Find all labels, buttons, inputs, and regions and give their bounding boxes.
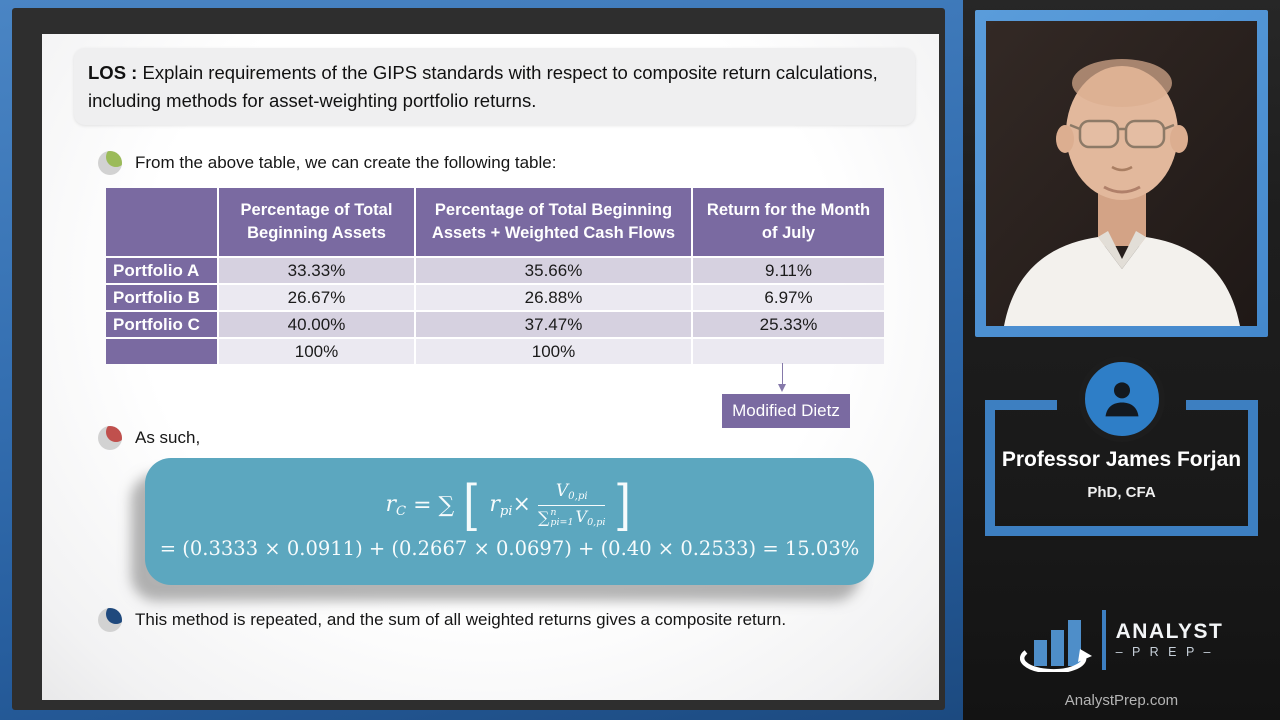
composite-return-formula: rC = ∑ [ rpi× V0,pi ∑ n pi=1 V0,pi — [145, 458, 874, 585]
presenter-name-card: Professor James Forjan PhD, CFA — [985, 356, 1258, 536]
bullet-row-as-such: As such, — [98, 426, 200, 450]
slide: LOS : Explain requirements of the GIPS s… — [42, 34, 939, 700]
bar-chart-swoosh-icon — [1019, 620, 1092, 672]
table-cell: 9.11% — [693, 258, 884, 283]
fraction-bar — [537, 504, 606, 507]
table-cell: 33.33% — [219, 258, 414, 283]
logo-prep-text: – P R E P – — [1115, 645, 1214, 660]
bullet-text-conclusion: This method is repeated, and the sum of … — [135, 610, 787, 629]
table-header-blank — [106, 188, 217, 256]
bullet-row-conclusion: This method is repeated, and the sum of … — [98, 608, 786, 632]
presenter-panel: Professor James Forjan PhD, CFA ANALYST … — [963, 0, 1280, 720]
table-cell: 25.33% — [693, 312, 884, 337]
formula-equals: = — [413, 493, 432, 518]
bullet-text-intro: From the above table, we can create the … — [135, 153, 557, 172]
los-text: Explain requirements of the GIPS standar… — [88, 62, 878, 111]
site-url: AnalystPrep.com — [1064, 692, 1179, 709]
table-header-pct-beginning: Percentage of Total Beginning Assets — [219, 188, 414, 256]
denominator-v-sub: 0,pi — [587, 516, 606, 528]
presenter-portrait — [986, 21, 1257, 326]
los-statement: LOS : Explain requirements of the GIPS s… — [74, 48, 915, 125]
modified-dietz-callout: Modified Dietz — [722, 394, 850, 428]
green-sphere-bullet-icon — [98, 151, 122, 175]
bullet-row-intro: From the above table, we can create the … — [98, 151, 556, 175]
red-sphere-bullet-icon — [98, 426, 122, 450]
formula-line-1: rC = ∑ [ rpi× V0,pi ∑ n pi=1 V0,pi — [385, 473, 632, 537]
table-cell-total: 100% — [219, 339, 414, 364]
presenter-video-frame[interactable] — [975, 10, 1268, 337]
table-row-label: Portfolio A — [106, 258, 217, 283]
times-symbol: × — [512, 492, 531, 518]
table-cell-total: 100% — [416, 339, 691, 364]
composite-return-table: Percentage of Total Beginning Assets Per… — [106, 188, 884, 364]
table-cell: 35.66% — [416, 258, 691, 283]
table-row-label-total — [106, 339, 217, 364]
table-cell: 26.88% — [416, 285, 691, 310]
formula-rpi: r — [489, 492, 500, 518]
sigma-upper-limit: n — [550, 507, 557, 519]
blue-sphere-bullet-icon — [98, 608, 122, 632]
table-cell: 26.67% — [219, 285, 414, 310]
table-cell: 6.97% — [693, 285, 884, 310]
presenter-credentials: PhD, CFA — [1087, 484, 1156, 501]
bullet-text-as-such: As such, — [135, 428, 201, 447]
denominator-v: V — [575, 506, 588, 526]
presenter-name: Professor James Forjan — [1001, 448, 1242, 471]
los-label: LOS : — [88, 62, 138, 83]
sigma-limits: n pi=1 — [550, 508, 573, 528]
formula-rc-sub: C — [396, 503, 407, 519]
fraction-numerator-sub: 0,pi — [568, 490, 588, 502]
table-row-label: Portfolio B — [106, 285, 217, 310]
logo-analyst-text: ANALYST — [1115, 620, 1224, 644]
fraction-numerator-v: V — [555, 480, 569, 501]
sigma-lower-limit: pi=1 — [550, 517, 574, 529]
formula-line-2: = (0.3333 × 0.0911) + (0.2667 × 0.0697) … — [159, 537, 860, 561]
denominator-sigma: ∑ — [537, 507, 550, 527]
person-icon — [1078, 356, 1165, 442]
formula-rc: r — [385, 492, 396, 518]
presenter-video — [986, 21, 1257, 326]
sigma-symbol: ∑ — [438, 493, 455, 518]
arrow-down-icon — [778, 363, 786, 392]
logo-divider — [1101, 610, 1106, 670]
table-cell: 40.00% — [219, 312, 414, 337]
slide-blue-background: LOS : Explain requirements of the GIPS s… — [0, 0, 963, 720]
table-row-label: Portfolio C — [106, 312, 217, 337]
analystprep-logo: ANALYST – P R E P – — [963, 608, 1280, 672]
table-header-return-july: Return for the Month of July — [693, 188, 884, 256]
table-cell: 37.47% — [416, 312, 691, 337]
formula-fraction: V0,pi ∑ n pi=1 V0,pi — [537, 480, 606, 528]
slide-dark-frame: LOS : Explain requirements of the GIPS s… — [12, 8, 945, 710]
table-header-pct-weighted: Percentage of Total Beginning Assets + W… — [416, 188, 691, 256]
formula-rpi-sub: pi — [499, 503, 513, 519]
table-cell-total — [693, 339, 884, 364]
